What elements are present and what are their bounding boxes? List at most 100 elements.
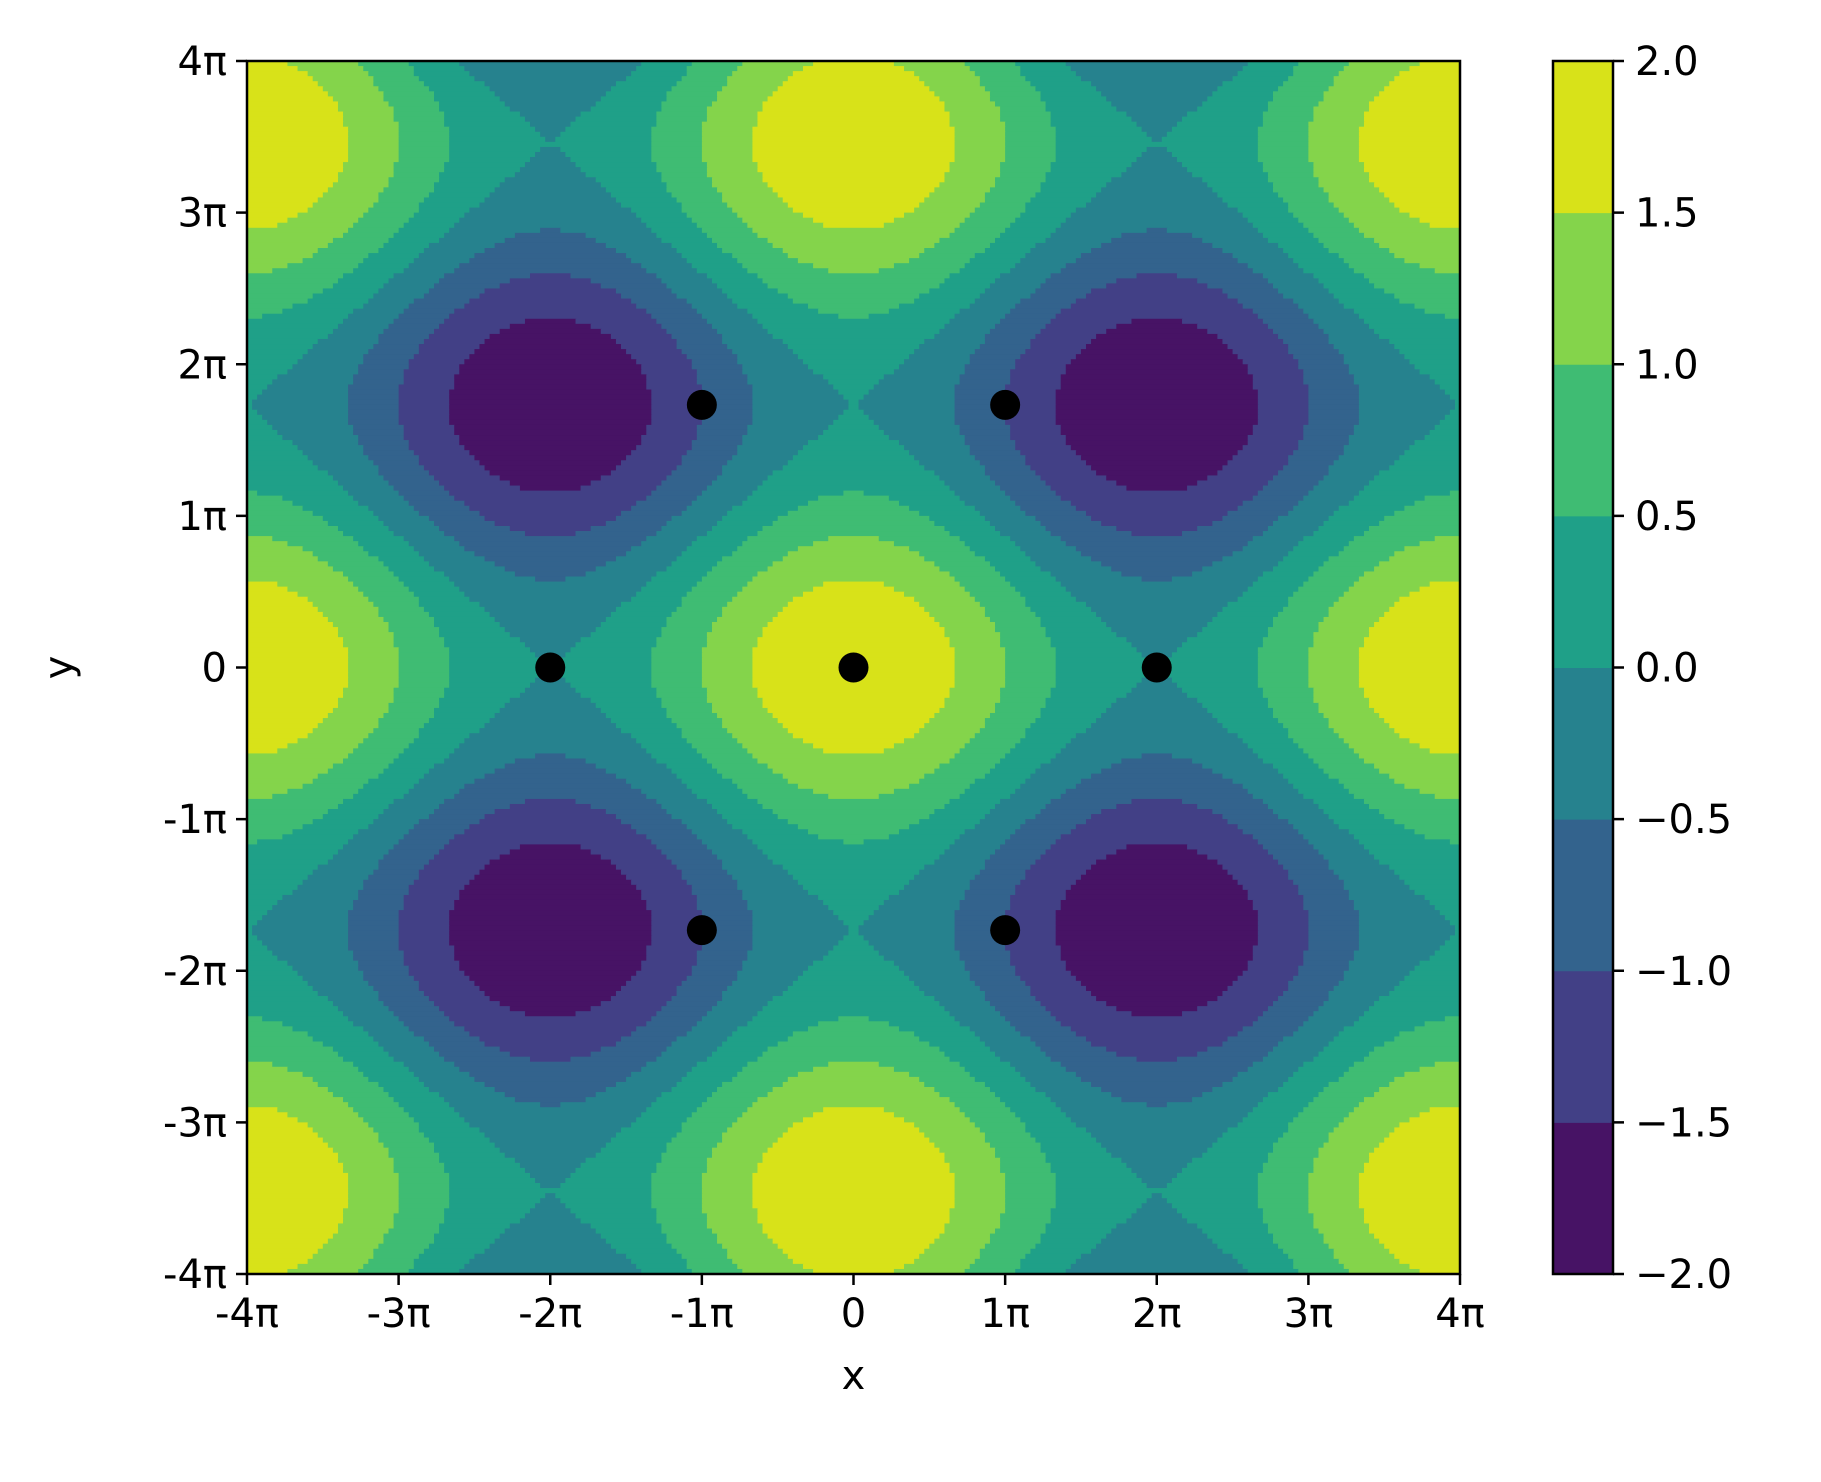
- contour-cell: [247, 409, 258, 416]
- contour-cell: [747, 308, 819, 315]
- contour-cell: [1055, 925, 1259, 932]
- contour-cell: [343, 111, 395, 118]
- contour-cell: [1247, 960, 1305, 967]
- contour-cell: [1318, 278, 1370, 285]
- contour-cell: [696, 748, 749, 755]
- contour-cell: [1313, 1011, 1365, 1018]
- contour-cell: [1308, 313, 1360, 320]
- contour-cell: [1000, 758, 1052, 765]
- contour-cell: [1247, 788, 1300, 795]
- contour-cell: [247, 960, 289, 967]
- contour-cell: [646, 384, 703, 391]
- contour-cell: [949, 162, 1001, 168]
- contour-cell: [292, 965, 359, 972]
- contour-cell: [247, 480, 339, 487]
- contour-cell: [383, 1233, 435, 1240]
- contour-cell: [1222, 990, 1284, 997]
- contour-cell: [939, 182, 996, 189]
- contour-cell: [1212, 242, 1279, 249]
- contour-cell: [469, 505, 632, 512]
- contour-cell: [762, 525, 946, 532]
- contour-cell: [247, 1152, 339, 1159]
- contour-cell: [439, 177, 506, 184]
- y-tick-label: 1π: [177, 494, 227, 540]
- contour-cell: [818, 894, 890, 901]
- contour-cell: [1328, 470, 1380, 477]
- contour-cell: [711, 622, 769, 628]
- contour-cell: [1379, 1142, 1460, 1149]
- contour-cell: [358, 1066, 410, 1073]
- contour-cell: [944, 1051, 996, 1058]
- contour-cell: [742, 894, 819, 901]
- contour-cell: [995, 707, 1042, 714]
- contour-cell: [782, 723, 926, 729]
- contour-cell: [767, 475, 941, 482]
- contour-cell: [610, 1137, 673, 1144]
- contour-cell: [317, 197, 380, 204]
- contour-cell: [1358, 935, 1451, 942]
- contour-cell: [459, 960, 643, 967]
- contour-cell: [787, 869, 921, 876]
- contour-cell: [1050, 531, 1133, 537]
- contour-cell: [1045, 106, 1118, 113]
- contour-cell: [474, 874, 627, 881]
- contour-cell: [398, 399, 450, 406]
- contour-cell: [1424, 495, 1460, 502]
- contour-cell: [327, 1142, 385, 1149]
- contour-cell: [1273, 182, 1320, 189]
- contour-cell: [1187, 844, 1264, 851]
- contour-cell: [717, 809, 774, 815]
- contour-cell: [1182, 318, 1264, 325]
- contour-cell: [247, 505, 304, 512]
- marker-point: [535, 652, 566, 683]
- contour-cell: [706, 1157, 764, 1164]
- contour-cell: [1394, 869, 1460, 876]
- contour-cell: [1363, 687, 1460, 694]
- contour-cell: [378, 1041, 430, 1048]
- contour-cell: [444, 637, 521, 644]
- contour-cell: [1020, 505, 1077, 512]
- contour-cell: [1247, 965, 1300, 972]
- contour-cell: [914, 1258, 976, 1265]
- contour-cell: [1308, 677, 1360, 684]
- contour-cell: [1394, 510, 1460, 517]
- contour-cell: [777, 718, 931, 724]
- contour-cell: [1328, 859, 1380, 866]
- contour-cell: [919, 778, 976, 785]
- contour-cell: [636, 359, 693, 366]
- contour-cell: [454, 950, 648, 957]
- contour-cell: [348, 1183, 400, 1189]
- contour-cell: [924, 773, 986, 780]
- contour-cell: [590, 278, 663, 285]
- contour-cell: [1161, 136, 1259, 143]
- contour-cell: [1358, 652, 1460, 659]
- contour-cell: [343, 116, 395, 123]
- contour-cell: [1308, 146, 1360, 153]
- contour-cell: [1328, 288, 1385, 295]
- contour-cell: [954, 146, 1006, 153]
- contour-cell: [272, 379, 354, 386]
- contour-cell: [247, 556, 319, 563]
- contour-cell: [646, 1061, 698, 1068]
- contour-cell: [247, 950, 274, 957]
- contour-cell: [1384, 288, 1460, 295]
- contour-cell: [247, 515, 324, 522]
- contour-cell: [995, 525, 1047, 532]
- contour-cell: [247, 606, 319, 613]
- x-tick-label: -3π: [367, 1291, 431, 1337]
- contour-cell: [1298, 1268, 1350, 1274]
- contour-cell: [984, 1137, 1037, 1144]
- contour-cell: [1434, 950, 1460, 957]
- contour-cell: [752, 146, 956, 153]
- contour-cell: [676, 1132, 723, 1139]
- contour-cell: [1005, 141, 1057, 148]
- contour-cell: [959, 899, 1011, 906]
- contour-cell: [1288, 601, 1335, 608]
- colorbar-band: [1553, 212, 1613, 365]
- contour-cell: [363, 359, 410, 366]
- contour-cell: [898, 500, 966, 507]
- contour-cell: [898, 440, 966, 446]
- contour-cell: [944, 1223, 1001, 1230]
- contour-cell: [1060, 222, 1254, 229]
- contour-cell: [1298, 743, 1350, 750]
